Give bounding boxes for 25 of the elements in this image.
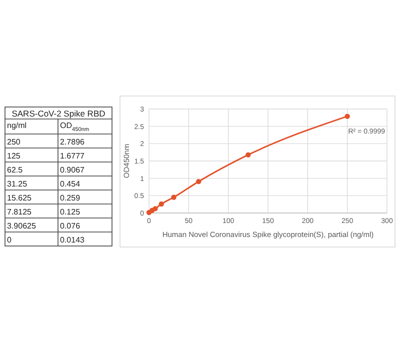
text: ng/ml [7, 121, 27, 130]
category-label: 7.8125 [7, 208, 32, 216]
category-label: 125 [7, 152, 21, 160]
data-label: 0.259 [60, 194, 81, 202]
text: SARS-CoV-2 Spike RBD [12, 108, 106, 118]
point [158, 201, 164, 207]
category-label: 250 [7, 138, 21, 146]
category-label: 0 [7, 236, 12, 244]
category-label: 31.25 [7, 180, 28, 188]
category-label: 3.90625 [7, 222, 36, 230]
point [196, 178, 202, 184]
category-label: 62.5 [7, 166, 24, 174]
data-label: 2.7896 [60, 138, 86, 146]
data-label: 0.076 [60, 222, 81, 230]
category-label: 15.625 [7, 194, 32, 202]
point [152, 206, 158, 212]
point [344, 114, 350, 119]
data-label: 0.9067 [60, 166, 86, 174]
data-label: 0.0143 [60, 236, 86, 244]
text: OD$_{450nm}$ [60, 121, 90, 133]
point [246, 152, 251, 158]
point [171, 194, 176, 200]
data-label: 1.6777 [60, 152, 86, 160]
data-label: 0.125 [60, 208, 81, 216]
data-label: 0.454 [60, 180, 81, 188]
